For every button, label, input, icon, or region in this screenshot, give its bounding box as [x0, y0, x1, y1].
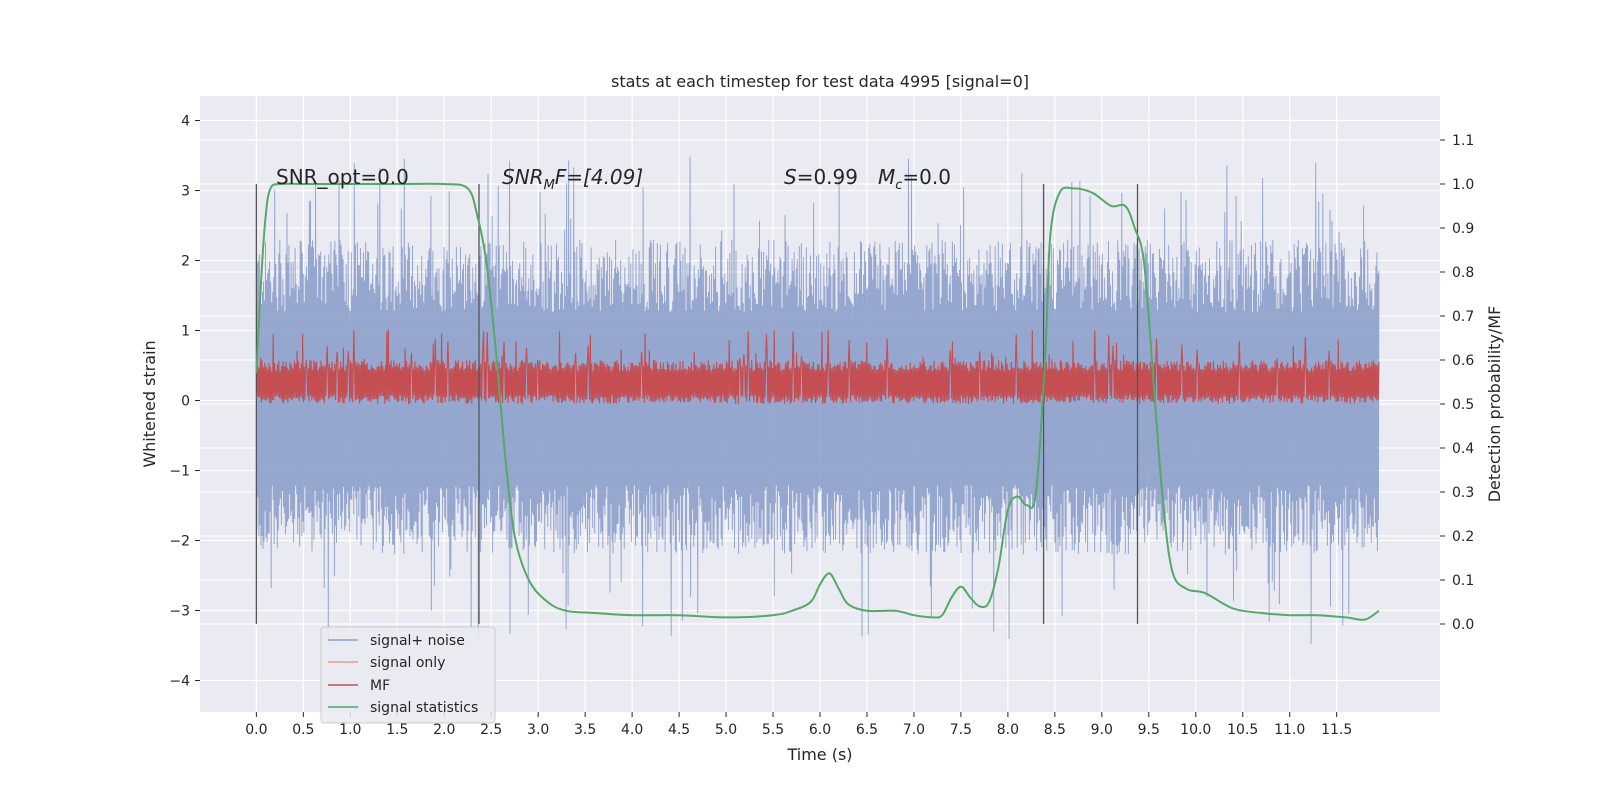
y-right-tick-label: 0.6 [1452, 353, 1474, 369]
annotation-mc-main: M [878, 165, 895, 189]
y-right-tick-label: 0.1 [1452, 573, 1474, 589]
x-tick-label: 5.0 [715, 722, 737, 738]
x-tick-label: 0.0 [245, 722, 267, 738]
y-tick-label: −1 [169, 464, 190, 480]
x-tick-label: 5.5 [762, 722, 784, 738]
x-tick-label: 4.0 [621, 722, 643, 738]
annotation-snr-mf-sub: M [544, 178, 555, 193]
y-right-tick-label: 0.2 [1452, 529, 1474, 545]
x-tick-label: 6.0 [809, 722, 831, 738]
y-axis-right-title: Detection probability/MF [1485, 306, 1504, 503]
axes: 0.0 0.5 1.0 1.5 2.0 2.5 3.0 3.5 4.0 4.5 5.0 5.5 6.0 6… [169, 114, 1474, 739]
y-tick-label: 3 [181, 184, 190, 200]
x-tick-label: 11.0 [1274, 722, 1305, 738]
y-tick-label: −4 [169, 674, 190, 690]
x-tick-label: 0.5 [292, 722, 314, 738]
x-tick-label: 4.5 [668, 722, 690, 738]
x-tick-label: 11.5 [1321, 722, 1352, 738]
x-tick-label: 8.0 [997, 722, 1019, 738]
y-tick-label: 1 [181, 324, 190, 340]
legend-label-signal-statistics: signal statistics [370, 700, 478, 716]
y-tick-label: 0 [181, 394, 190, 410]
annotations: SNR_opt=0.0 SNRMF=[4.09] S=0.99 Mc=0.0 [276, 165, 951, 193]
plot-content [255, 156, 1380, 645]
x-tick-label: 7.5 [950, 722, 972, 738]
chart-title: stats at each timestep for test data 499… [611, 72, 1029, 91]
x-tick-label: 9.5 [1138, 722, 1160, 738]
y-right-tick-label: 1.1 [1452, 133, 1474, 149]
y-right-tick-label: 0.8 [1452, 265, 1474, 281]
annotation-snr-opt: SNR_opt=0.0 [276, 165, 409, 189]
series-signal-statistics [255, 182, 1380, 621]
x-tick-label: 7.0 [903, 722, 925, 738]
y-right-tick-label: 0.4 [1452, 441, 1474, 457]
annotation-mc: Mc=0.0 [878, 165, 951, 193]
y-right-tick-label: 0.5 [1452, 397, 1474, 413]
legend-box [320, 626, 496, 724]
series-signal-noise [255, 156, 1380, 645]
legend: signal+ noise signal only MF signal stat… [320, 626, 496, 724]
x-tick-label: 3.5 [574, 722, 596, 738]
y-tick-label: −2 [169, 534, 190, 550]
y-right-tick-label: 1.0 [1452, 177, 1474, 193]
x-tick-label: 9.0 [1091, 722, 1113, 738]
annotation-mc-tail: =0.0 [902, 165, 951, 189]
x-tick-label: 6.5 [856, 722, 878, 738]
annotation-snr-mf: SNRMF=[4.09] [502, 165, 643, 193]
x-tick-label: 1.0 [339, 722, 361, 738]
annotation-s: S=0.99 [784, 165, 858, 189]
x-axis-title: Time (s) [786, 745, 852, 764]
x-tick-label: 10.0 [1180, 722, 1211, 738]
y-right-tick-label: 0.3 [1452, 485, 1474, 501]
y-right-tick-label: 0.0 [1452, 617, 1474, 633]
y-axis-title: Whitened strain [140, 340, 159, 467]
y-tick-label: −3 [169, 604, 190, 620]
annotation-snr-mf-main: SNR [502, 165, 544, 189]
annotation-s-tail: =0.99 [797, 165, 858, 189]
y-right-tick-label: 0.7 [1452, 309, 1474, 325]
x-tick-label: 8.5 [1044, 722, 1066, 738]
annotation-snr-mf-tail: F=[4.09] [555, 165, 643, 189]
x-tick-label: 2.5 [480, 722, 502, 738]
y-tick-label: 4 [181, 114, 190, 130]
x-tick-label: 10.5 [1227, 722, 1258, 738]
x-tick-label: 1.5 [386, 722, 408, 738]
y-tick-label: 2 [181, 254, 190, 270]
annotation-s-main: S [784, 165, 797, 189]
legend-label-signal-only: signal only [370, 655, 445, 671]
series-mf [255, 329, 1380, 405]
annotation-mc-sub: c [895, 178, 902, 193]
x-tick-label: 2.0 [433, 722, 455, 738]
legend-label-signal-noise: signal+ noise [370, 633, 465, 649]
legend-label-mf: MF [370, 678, 390, 694]
x-tick-label: 3.0 [527, 722, 549, 738]
y-right-tick-label: 0.9 [1452, 221, 1474, 237]
